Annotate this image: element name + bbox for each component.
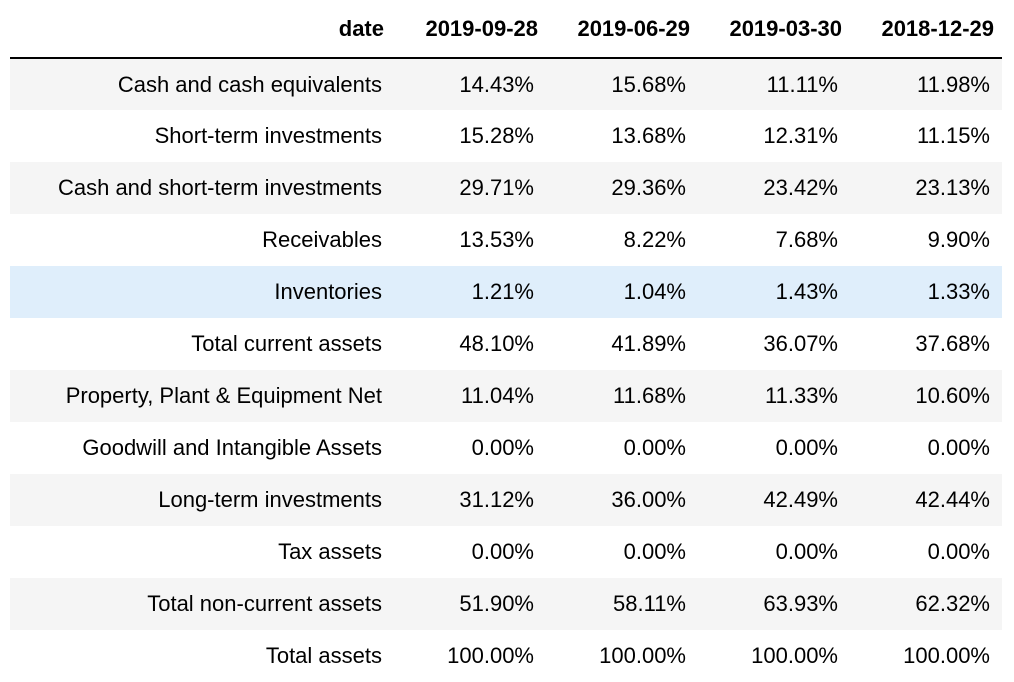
table-cell: 100.00% bbox=[698, 630, 850, 682]
table-cell: 1.33% bbox=[850, 266, 1002, 318]
table-cell: 37.68% bbox=[850, 318, 1002, 370]
table-cell: 0.00% bbox=[392, 526, 546, 578]
table-cell: 41.89% bbox=[546, 318, 698, 370]
row-label: Short-term investments bbox=[10, 110, 392, 162]
table-cell: 62.32% bbox=[850, 578, 1002, 630]
table-row: Goodwill and Intangible Assets 0.00% 0.0… bbox=[10, 422, 1002, 474]
table-row: Property, Plant & Equipment Net 11.04% 1… bbox=[10, 370, 1002, 422]
row-label: Goodwill and Intangible Assets bbox=[10, 422, 392, 474]
table-cell: 12.31% bbox=[698, 110, 850, 162]
table-body: Cash and cash equivalents 14.43% 15.68% … bbox=[10, 58, 1002, 682]
table-cell: 36.07% bbox=[698, 318, 850, 370]
header-cell-date: 2019-06-29 bbox=[546, 0, 698, 58]
table-cell: 11.98% bbox=[850, 58, 1002, 110]
table-cell: 14.43% bbox=[392, 58, 546, 110]
header-cell-index: date bbox=[10, 0, 392, 58]
table-cell: 13.53% bbox=[392, 214, 546, 266]
header-row: date 2019-09-28 2019-06-29 2019-03-30 20… bbox=[10, 0, 1002, 58]
table-row: Long-term investments 31.12% 36.00% 42.4… bbox=[10, 474, 1002, 526]
table-cell: 23.13% bbox=[850, 162, 1002, 214]
table-cell: 0.00% bbox=[546, 526, 698, 578]
table-cell: 51.90% bbox=[392, 578, 546, 630]
table-cell: 8.22% bbox=[546, 214, 698, 266]
table-cell: 15.28% bbox=[392, 110, 546, 162]
table-cell: 15.68% bbox=[546, 58, 698, 110]
table-cell: 48.10% bbox=[392, 318, 546, 370]
table-cell: 0.00% bbox=[698, 422, 850, 474]
table-cell: 0.00% bbox=[392, 422, 546, 474]
table-cell: 58.11% bbox=[546, 578, 698, 630]
table-cell: 0.00% bbox=[850, 422, 1002, 474]
table-cell: 1.43% bbox=[698, 266, 850, 318]
table-cell: 11.33% bbox=[698, 370, 850, 422]
header-cell-date: 2019-09-28 bbox=[392, 0, 546, 58]
table-cell: 36.00% bbox=[546, 474, 698, 526]
table-cell: 7.68% bbox=[698, 214, 850, 266]
table-cell: 10.60% bbox=[850, 370, 1002, 422]
table-cell: 0.00% bbox=[546, 422, 698, 474]
table-cell: 29.36% bbox=[546, 162, 698, 214]
table-cell: 100.00% bbox=[392, 630, 546, 682]
row-label: Tax assets bbox=[10, 526, 392, 578]
table-cell: 1.04% bbox=[546, 266, 698, 318]
table-cell: 29.71% bbox=[392, 162, 546, 214]
table-row: Cash and short-term investments 29.71% 2… bbox=[10, 162, 1002, 214]
table-cell: 13.68% bbox=[546, 110, 698, 162]
table-row: Receivables 13.53% 8.22% 7.68% 9.90% bbox=[10, 214, 1002, 266]
table-cell: 42.44% bbox=[850, 474, 1002, 526]
table-cell: 11.15% bbox=[850, 110, 1002, 162]
table-header: date 2019-09-28 2019-06-29 2019-03-30 20… bbox=[10, 0, 1002, 58]
table-row: Total current assets 48.10% 41.89% 36.07… bbox=[10, 318, 1002, 370]
table-cell: 100.00% bbox=[546, 630, 698, 682]
row-label: Property, Plant & Equipment Net bbox=[10, 370, 392, 422]
table-row: Short-term investments 15.28% 13.68% 12.… bbox=[10, 110, 1002, 162]
row-label: Total non-current assets bbox=[10, 578, 392, 630]
table-cell: 1.21% bbox=[392, 266, 546, 318]
table-cell: 0.00% bbox=[698, 526, 850, 578]
table-cell: 31.12% bbox=[392, 474, 546, 526]
row-label: Inventories bbox=[10, 266, 392, 318]
table-cell: 100.00% bbox=[850, 630, 1002, 682]
table-cell: 23.42% bbox=[698, 162, 850, 214]
header-cell-date: 2018-12-29 bbox=[850, 0, 1002, 58]
row-label: Total assets bbox=[10, 630, 392, 682]
balance-sheet-table: date 2019-09-28 2019-06-29 2019-03-30 20… bbox=[10, 0, 1002, 682]
table-row: Tax assets 0.00% 0.00% 0.00% 0.00% bbox=[10, 526, 1002, 578]
row-label: Cash and short-term investments bbox=[10, 162, 392, 214]
row-label: Total current assets bbox=[10, 318, 392, 370]
table-row: Cash and cash equivalents 14.43% 15.68% … bbox=[10, 58, 1002, 110]
table-cell: 11.68% bbox=[546, 370, 698, 422]
table-row: Total non-current assets 51.90% 58.11% 6… bbox=[10, 578, 1002, 630]
table-cell: 63.93% bbox=[698, 578, 850, 630]
row-label: Receivables bbox=[10, 214, 392, 266]
table-cell: 0.00% bbox=[850, 526, 1002, 578]
row-label: Long-term investments bbox=[10, 474, 392, 526]
table-cell: 11.11% bbox=[698, 58, 850, 110]
header-cell-date: 2019-03-30 bbox=[698, 0, 850, 58]
table-cell: 11.04% bbox=[392, 370, 546, 422]
table-row-highlighted: Inventories 1.21% 1.04% 1.43% 1.33% bbox=[10, 266, 1002, 318]
row-label: Cash and cash equivalents bbox=[10, 58, 392, 110]
balance-sheet-table-container: date 2019-09-28 2019-06-29 2019-03-30 20… bbox=[10, 0, 1002, 682]
table-row: Total assets 100.00% 100.00% 100.00% 100… bbox=[10, 630, 1002, 682]
table-cell: 9.90% bbox=[850, 214, 1002, 266]
table-cell: 42.49% bbox=[698, 474, 850, 526]
